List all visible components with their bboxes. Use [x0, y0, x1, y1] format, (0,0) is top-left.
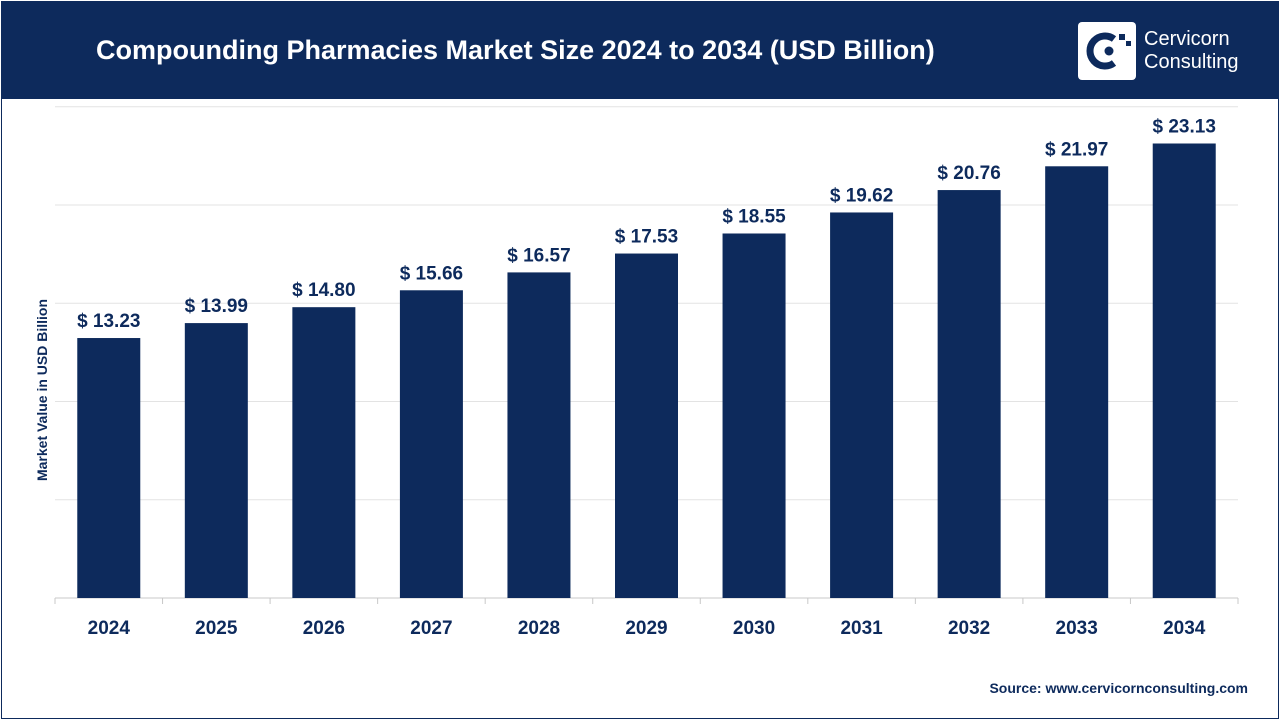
x-tick-label: 2031 [840, 618, 883, 639]
x-tick-label: 2034 [1163, 618, 1206, 639]
x-tick-label: 2033 [1056, 618, 1098, 639]
x-tick-label: 2032 [948, 618, 990, 639]
data-label: $ 13.99 [185, 296, 248, 317]
source-note: Source: www.cervicornconsulting.com [989, 680, 1248, 696]
logo-line-1: Cervicorn [1144, 28, 1230, 50]
data-label: $ 13.23 [77, 311, 140, 332]
x-tick-label: 2028 [518, 618, 560, 639]
x-tick-label: 2026 [303, 618, 345, 639]
bar-2032 [937, 190, 1001, 599]
bar-2027 [399, 290, 463, 598]
bar-2025 [184, 323, 248, 598]
x-tick-label: 2030 [733, 618, 775, 639]
bar-2033 [1045, 166, 1109, 599]
data-label: $ 23.13 [1153, 116, 1216, 137]
bar-2024 [77, 338, 141, 598]
brand-logo: Cervicorn Consulting [1078, 22, 1268, 80]
logo-wordmark: Cervicorn Consulting [1144, 28, 1239, 74]
data-label: $ 14.80 [292, 280, 355, 301]
x-tick-label: 2027 [410, 618, 452, 639]
header-bar: Compounding Pharmacies Market Size 2024 … [2, 2, 1278, 99]
data-label: $ 16.57 [507, 245, 570, 266]
cervicorn-logo-icon [1078, 22, 1136, 80]
data-label: $ 20.76 [937, 163, 1000, 184]
x-tick-label: 2029 [625, 618, 667, 639]
bar-2026 [292, 307, 356, 598]
data-label: $ 15.66 [400, 263, 463, 284]
chart-title: Compounding Pharmacies Market Size 2024 … [96, 35, 935, 65]
bar-2034 [1152, 143, 1216, 599]
x-tick-label: 2024 [88, 618, 131, 639]
x-tick-label: 2025 [195, 618, 238, 639]
bar-2029 [615, 253, 678, 598]
data-label: $ 19.62 [830, 185, 893, 206]
data-label: $ 17.53 [615, 227, 678, 248]
data-label: $ 18.55 [722, 206, 786, 227]
bar-2031 [830, 212, 894, 599]
data-label: $ 21.97 [1045, 139, 1108, 160]
bar-2030 [722, 233, 786, 598]
logo-line-2: Consulting [1144, 51, 1239, 73]
bar-2028 [507, 272, 571, 598]
